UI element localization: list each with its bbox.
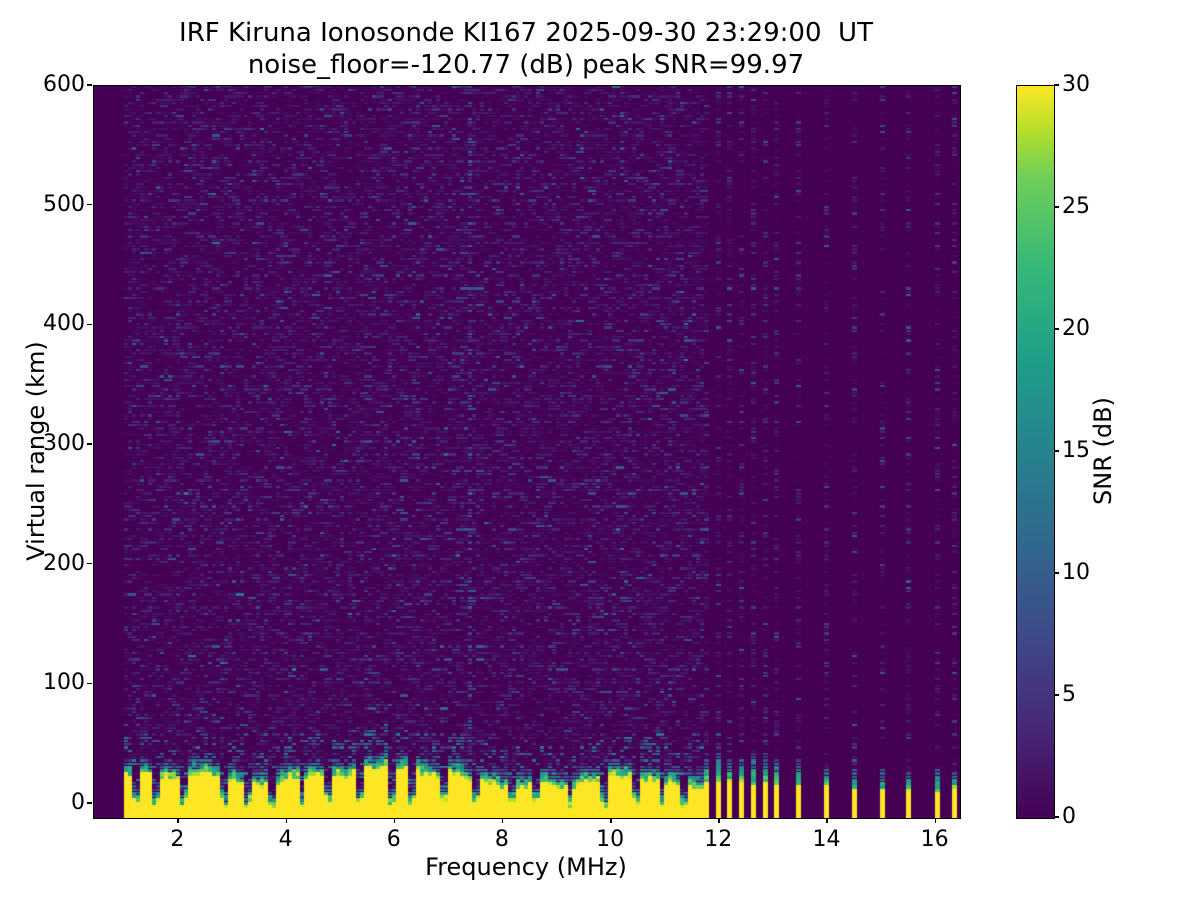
x-tick-label: 6 xyxy=(386,827,401,852)
x-tick-label: 4 xyxy=(278,827,293,852)
ionogram-heatmap xyxy=(94,86,960,818)
y-tick-mark xyxy=(87,682,92,685)
plot-area xyxy=(93,85,961,819)
colorbar-tick-label: 0 xyxy=(1062,804,1076,829)
x-tick-label: 14 xyxy=(812,827,841,852)
colorbar xyxy=(1016,85,1055,819)
colorbar-tick-mark xyxy=(1054,572,1059,574)
y-tick-mark xyxy=(87,203,92,206)
y-tick-label: 200 xyxy=(43,550,85,576)
y-tick-label: 600 xyxy=(43,72,85,97)
x-tick-label: 2 xyxy=(170,827,185,852)
plot-subtitle: noise_floor=-120.77 (dB) peak SNR=99.97 xyxy=(247,50,805,80)
colorbar-tick-label: 30 xyxy=(1062,72,1090,97)
y-tick-mark xyxy=(87,84,92,86)
colorbar-tick-label: 20 xyxy=(1062,316,1090,341)
x-tick-mark xyxy=(501,818,504,823)
colorbar-tick-mark xyxy=(1054,206,1059,208)
colorbar-tick-mark xyxy=(1054,328,1059,330)
x-tick-mark xyxy=(718,818,720,823)
x-tick-label: 8 xyxy=(494,827,509,852)
colorbar-tick-label: 10 xyxy=(1062,560,1090,585)
y-tick-label: 100 xyxy=(43,670,85,696)
y-tick-label: 0 xyxy=(71,790,85,816)
colorbar-tick-label: 15 xyxy=(1062,438,1090,463)
x-tick-mark xyxy=(177,818,179,823)
colorbar-tick-mark xyxy=(1054,816,1059,818)
colorbar-gradient xyxy=(1017,86,1054,818)
y-tick-mark xyxy=(87,562,92,565)
x-tick-label: 16 xyxy=(920,827,949,852)
y-tick-mark xyxy=(87,802,92,804)
x-tick-mark xyxy=(285,818,288,823)
colorbar-tick-mark xyxy=(1054,694,1059,696)
x-tick-mark xyxy=(610,818,612,823)
x-axis-label: Frequency (MHz) xyxy=(425,853,627,881)
y-tick-mark xyxy=(87,443,92,445)
y-tick-label: 400 xyxy=(43,311,85,337)
y-tick-mark xyxy=(87,323,92,326)
colorbar-tick-label: 25 xyxy=(1062,194,1090,219)
colorbar-tick-mark xyxy=(1054,84,1059,86)
x-tick-label: 12 xyxy=(704,827,733,852)
y-tick-label: 500 xyxy=(43,191,85,217)
plot-title: IRF Kiruna Ionosonde KI167 2025-09-30 23… xyxy=(179,18,873,48)
x-tick-label: 10 xyxy=(596,827,625,852)
x-tick-mark xyxy=(393,818,396,823)
colorbar-tick-label: 5 xyxy=(1062,682,1076,707)
y-tick-label: 300 xyxy=(43,431,85,457)
colorbar-tick-mark xyxy=(1054,450,1059,452)
colorbar-label: SNR (dB) xyxy=(1089,397,1117,505)
x-tick-mark xyxy=(934,818,937,823)
x-tick-mark xyxy=(826,818,828,823)
